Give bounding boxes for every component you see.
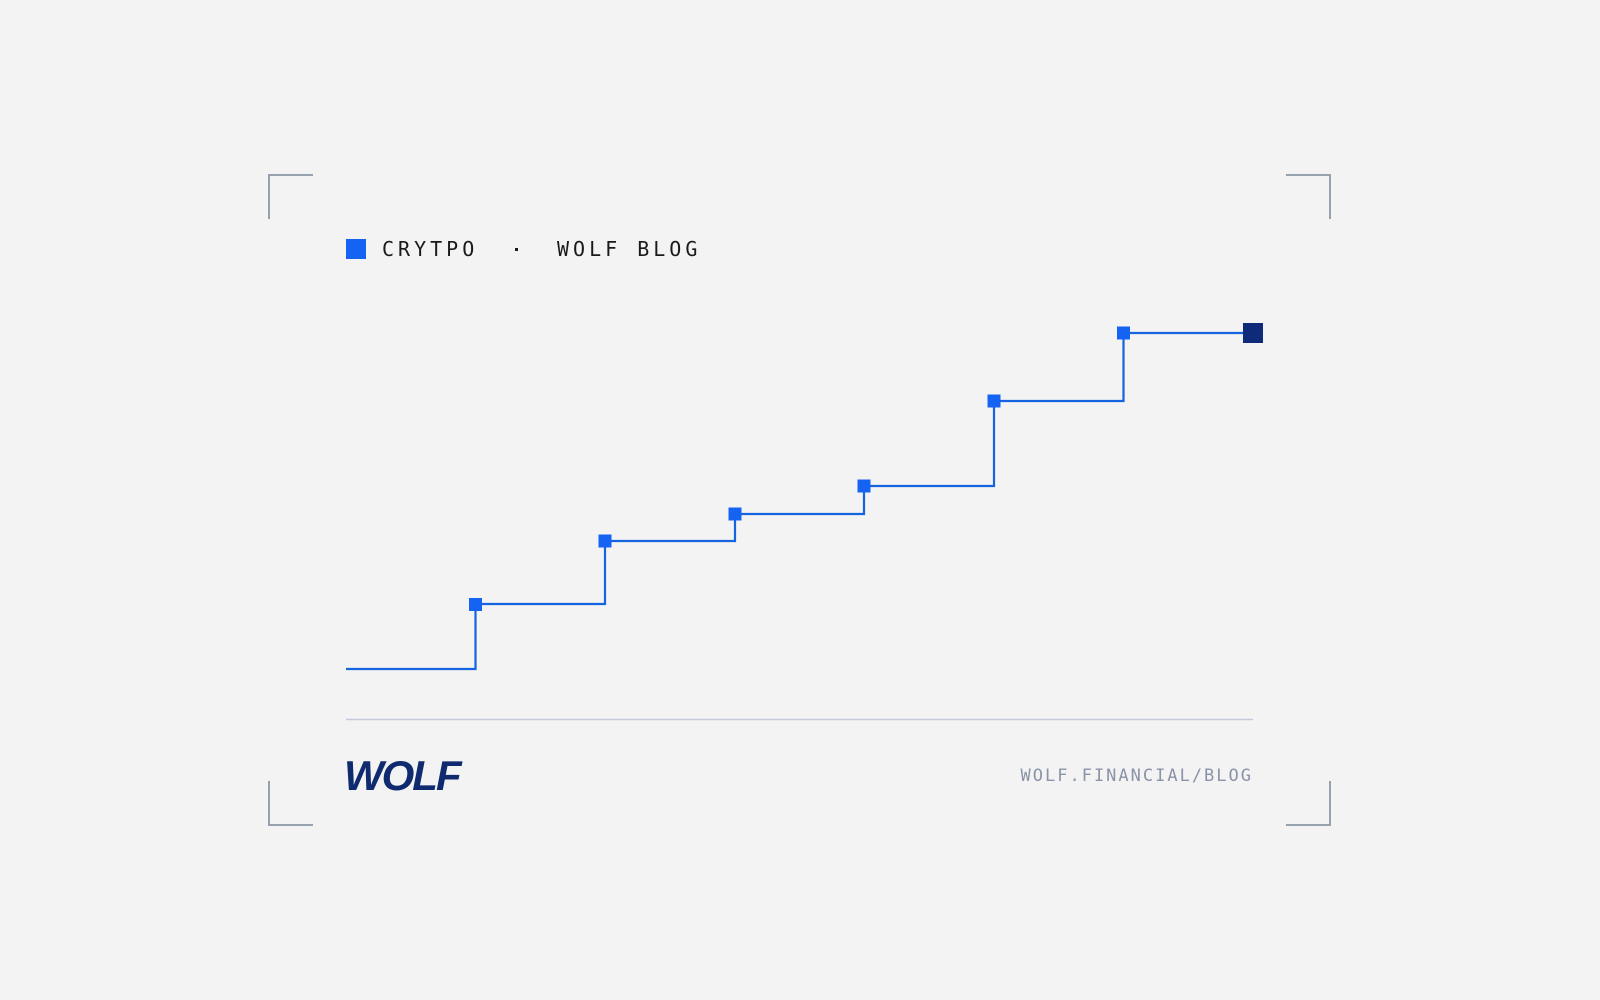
- step-point: [728, 507, 742, 521]
- step-point: [1117, 326, 1130, 340]
- corner-brackets: [268, 174, 1331, 826]
- url: WOLF.FINANCIAL/BLOG: [1021, 766, 1253, 786]
- category-marker: [346, 239, 366, 259]
- step-point: [857, 479, 871, 493]
- step-point: [987, 394, 1001, 408]
- logo: WOLF: [344, 752, 463, 799]
- blog-name: WOLF BLOG: [557, 237, 701, 261]
- corner: [268, 174, 313, 219]
- step-points: [469, 326, 1130, 611]
- step-line: [346, 331, 1253, 671]
- corner: [1286, 174, 1331, 219]
- category: CRYTPO: [382, 237, 478, 261]
- corner: [268, 781, 313, 826]
- step-point: [469, 598, 482, 611]
- corner: [1286, 781, 1331, 826]
- end-point: [1243, 323, 1263, 343]
- step-point: [598, 534, 612, 548]
- separator-dot: [515, 248, 518, 251]
